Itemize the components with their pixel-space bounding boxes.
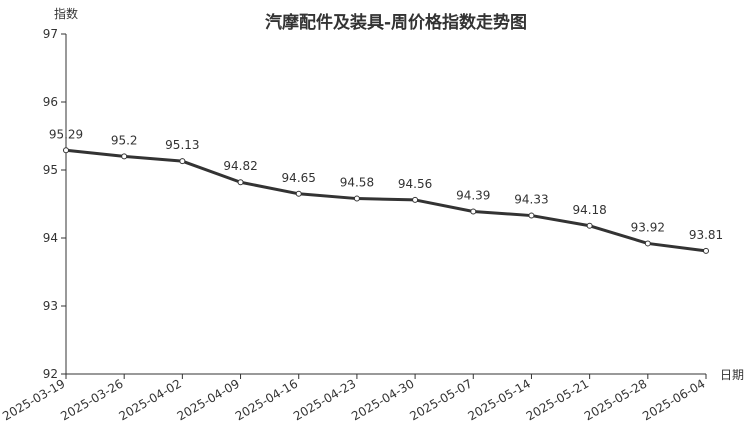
data-label: 95.13 bbox=[165, 138, 199, 152]
point bbox=[412, 196, 419, 203]
y-tick-label: 96 bbox=[43, 95, 58, 109]
chart-title: 汽摩配件及装具-周价格指数走势图 bbox=[265, 12, 527, 33]
y-tick-label: 95 bbox=[43, 163, 58, 177]
data-label: 94.56 bbox=[398, 177, 432, 191]
y-tick-label: 94 bbox=[43, 231, 58, 245]
x-tick-label: 2025-03-26 bbox=[58, 376, 125, 423]
data-label: 94.33 bbox=[514, 193, 548, 207]
data-label: 94.65 bbox=[282, 171, 316, 185]
y-tick-label: 92 bbox=[43, 367, 58, 381]
x-axis-label: 日期 bbox=[720, 368, 744, 382]
y-axis-label: 指数 bbox=[54, 6, 78, 21]
x-tick-label: 2025-05-07 bbox=[407, 376, 474, 423]
x-tick-label: 2025-03-19 bbox=[0, 376, 67, 423]
x-tick-label: 2025-04-09 bbox=[175, 376, 242, 423]
data-label: 94.82 bbox=[223, 159, 257, 173]
x-tick-label: 2025-04-30 bbox=[349, 376, 416, 423]
point bbox=[703, 247, 709, 254]
x-tick-label: 2025-05-14 bbox=[466, 376, 533, 423]
data-label: 94.58 bbox=[340, 176, 374, 190]
point bbox=[586, 222, 593, 229]
point bbox=[179, 158, 186, 165]
data-label: 93.81 bbox=[689, 228, 723, 242]
x-tick-label: 2025-04-23 bbox=[291, 376, 358, 423]
point bbox=[63, 147, 69, 154]
x-tick-label: 2025-05-21 bbox=[524, 376, 591, 423]
data-label: 93.92 bbox=[631, 220, 665, 234]
line bbox=[65, 148, 707, 253]
data-label: 94.18 bbox=[572, 203, 606, 217]
x-tick-label: 2025-05-28 bbox=[582, 376, 649, 423]
x-tick-label: 2025-04-16 bbox=[233, 376, 300, 423]
point bbox=[528, 212, 535, 219]
point bbox=[121, 153, 128, 160]
point bbox=[353, 195, 360, 202]
point bbox=[644, 240, 651, 247]
point bbox=[237, 179, 244, 186]
x-tick-label: 2025-06-04 bbox=[640, 376, 707, 423]
data-label: 95.29 bbox=[49, 127, 83, 141]
x-tick-label: 2025-04-02 bbox=[116, 376, 183, 423]
data-label: 94.39 bbox=[456, 188, 490, 202]
point bbox=[295, 190, 302, 197]
y-tick-label: 97 bbox=[43, 27, 58, 41]
y-tick-label: 93 bbox=[43, 299, 58, 313]
data-label: 95.2 bbox=[111, 133, 138, 147]
point bbox=[470, 208, 477, 215]
